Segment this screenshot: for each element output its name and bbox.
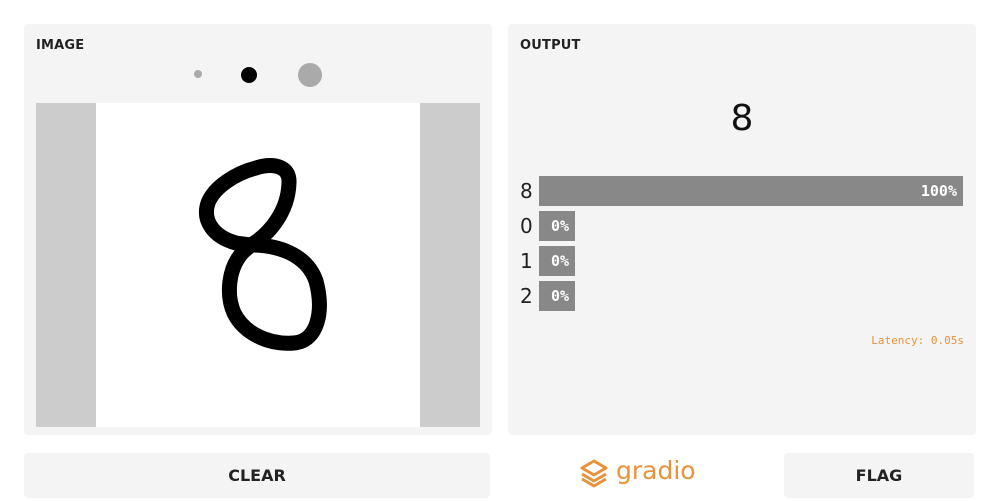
output-panel-title: OUTPUT [520, 38, 581, 53]
image-input-panel: IMAGE [24, 24, 492, 435]
latency-text: Latency: 0.05s [871, 334, 964, 347]
gradio-logo-text: gradio [616, 456, 696, 485]
confidence-row: 2 0% [520, 281, 964, 311]
brush-size-medium-button[interactable] [241, 67, 257, 83]
label-output-panel: OUTPUT 8 8 100% 0 0% 1 0% 2 0% Latency: 0.05s [508, 24, 976, 435]
confidence-percent: 100% [920, 182, 957, 200]
confidence-percent: 0% [550, 252, 569, 270]
confidence-bar: 100% [539, 176, 963, 206]
confidence-bar: 0% [539, 281, 575, 311]
confidence-bar: 0% [539, 246, 575, 276]
brush-size-large-button[interactable] [298, 63, 322, 87]
gradio-logo-icon [580, 459, 608, 488]
confidence-row: 0 0% [520, 211, 964, 241]
brush-size-small-button[interactable] [194, 70, 202, 78]
clear-button[interactable]: CLEAR [24, 453, 490, 498]
confidence-percent: 0% [550, 217, 569, 235]
flag-button[interactable]: FLAG [784, 453, 974, 498]
image-panel-title: IMAGE [36, 38, 85, 53]
drawn-digit-stroke [199, 158, 327, 351]
confidence-row: 1 0% [520, 246, 964, 276]
confidence-percent: 0% [550, 287, 569, 305]
confidence-class-label: 0 [520, 214, 533, 238]
confidence-row: 8 100% [520, 176, 964, 206]
sketchpad-canvas[interactable] [96, 103, 420, 427]
confidence-class-label: 2 [520, 284, 533, 308]
confidence-class-label: 1 [520, 249, 533, 273]
sketchpad-container [36, 103, 480, 427]
confidence-class-label: 8 [520, 179, 533, 203]
gradio-logo: gradio [578, 455, 708, 491]
predicted-label: 8 [730, 98, 754, 139]
confidence-bar: 0% [539, 211, 575, 241]
